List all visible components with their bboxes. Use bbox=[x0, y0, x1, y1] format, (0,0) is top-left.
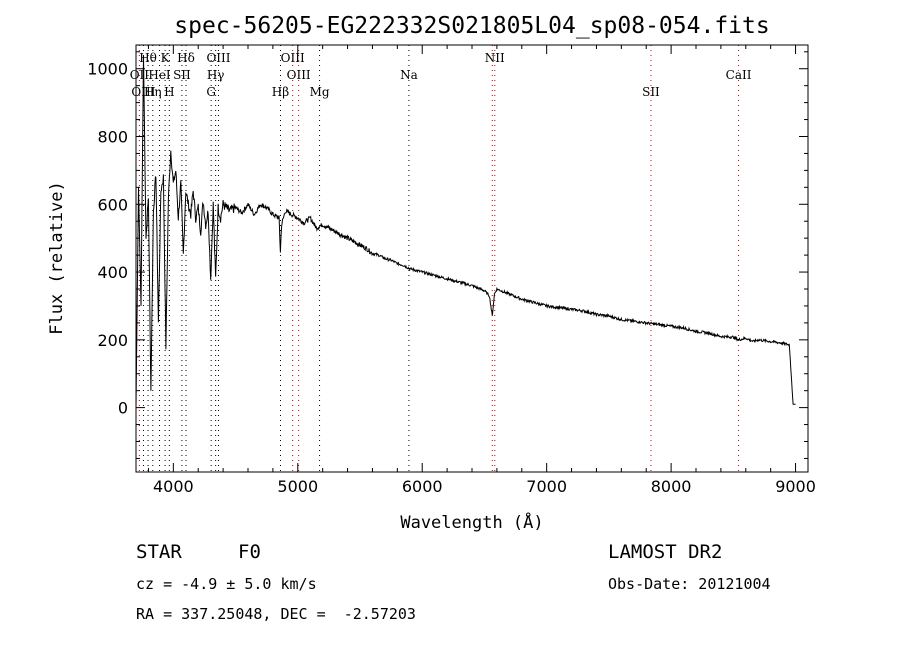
x-tick-label: 4000 bbox=[153, 477, 194, 496]
line-label: Hγ bbox=[207, 68, 225, 82]
x-tick-label: 7000 bbox=[526, 477, 567, 496]
y-tick-label: 1000 bbox=[87, 60, 128, 79]
line-label: Hδ bbox=[177, 51, 195, 65]
cz-value: cz = -4.9 ± 5.0 km/s bbox=[136, 575, 317, 593]
line-label: OIII bbox=[131, 85, 155, 99]
line-label: HeI bbox=[148, 68, 171, 82]
subclass-label: F0 bbox=[238, 541, 261, 563]
class-label: STAR bbox=[136, 541, 182, 563]
plot-frame bbox=[135, 44, 809, 473]
y-tick-label: 400 bbox=[97, 263, 128, 282]
y-tick-label: 0 bbox=[118, 399, 128, 418]
line-label: OIII bbox=[281, 51, 305, 65]
line-label: CaII bbox=[726, 68, 752, 82]
y-tick-label: 200 bbox=[97, 331, 128, 350]
line-label: OIII bbox=[206, 51, 230, 65]
line-label: SII bbox=[173, 68, 191, 82]
y-tick-label: 800 bbox=[97, 128, 128, 147]
survey-label: LAMOST DR2 bbox=[608, 541, 723, 563]
line-label: OIII bbox=[287, 68, 311, 82]
line-label: Hθ bbox=[139, 51, 157, 65]
x-tick-label: 5000 bbox=[277, 477, 318, 496]
spectrum-line bbox=[135, 55, 796, 408]
line-label: K bbox=[161, 51, 171, 65]
y-axis-ticks: 0 200 400 600 800 1000 bbox=[87, 51, 808, 459]
line-label: Mg bbox=[310, 85, 330, 99]
x-tick-label: 6000 bbox=[402, 477, 443, 496]
obs-date: Obs-Date: 20121004 bbox=[608, 575, 771, 593]
spectrum-series bbox=[135, 55, 796, 408]
x-tick-label: 9000 bbox=[775, 477, 816, 496]
x-axis-label: Wavelength (Å) bbox=[400, 511, 543, 533]
line-label: SII bbox=[642, 85, 660, 99]
x-tick-label: 8000 bbox=[651, 477, 692, 496]
y-tick-label: 600 bbox=[97, 195, 128, 214]
coordinates: RA = 337.25048, DEC = -2.57203 bbox=[136, 605, 416, 623]
line-label: NII bbox=[485, 51, 505, 65]
x-axis-ticks: 4000 5000 6000 7000 8000 9000 bbox=[147, 45, 816, 496]
y-axis-label: Flux (relative) bbox=[47, 181, 67, 335]
marker-lines bbox=[138, 45, 740, 472]
line-label: G bbox=[206, 85, 216, 99]
line-label: H bbox=[164, 85, 174, 99]
line-label: Na bbox=[400, 68, 418, 82]
line-label: Hβ bbox=[272, 85, 289, 99]
chart-title: spec-56205-EG222332S021805L04_sp08-054.f… bbox=[174, 13, 769, 39]
line-label: OII bbox=[130, 68, 150, 82]
line-label: Hη bbox=[144, 85, 162, 99]
